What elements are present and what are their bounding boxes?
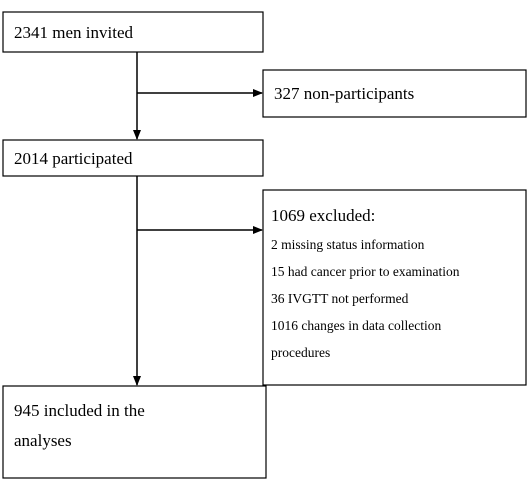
box-line: procedures (271, 345, 330, 360)
box-label: 327 non-participants (274, 84, 414, 103)
box (262, 69, 527, 118)
box-label: 1069 excluded: (271, 206, 375, 225)
box (2, 385, 267, 479)
box (262, 189, 527, 386)
box-label: 2341 men invited (14, 23, 133, 42)
box (2, 11, 264, 53)
box-label: 2014 participated (14, 149, 133, 168)
box (2, 139, 264, 177)
box-line: analyses (14, 431, 72, 450)
box-line: 2 missing status information (271, 237, 425, 252)
box-line: 1016 changes in data collection (271, 318, 441, 333)
box-line: 945 included in the (14, 401, 145, 420)
box-line: 15 had cancer prior to examination (271, 264, 460, 279)
box-line: 36 IVGTT not performed (271, 291, 409, 306)
